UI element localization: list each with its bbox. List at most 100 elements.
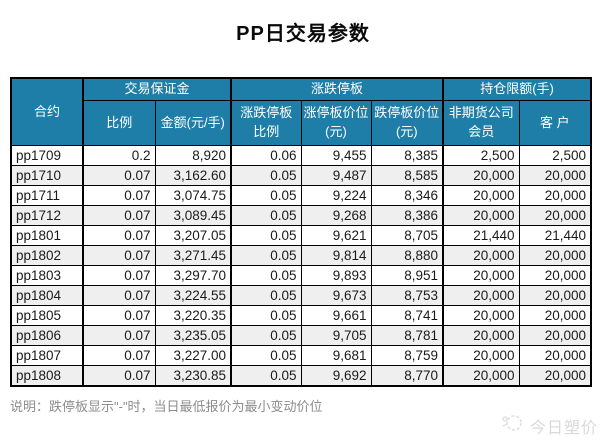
value-cell: 2,500	[518, 145, 592, 166]
table-row: pp1712 0.07 3,089.45 0.05 9,268 8,386 20,000 20…	[10, 205, 592, 226]
watermark: 今日塑价	[501, 413, 598, 438]
table-row: pp1802 0.07 3,271.45 0.05 9,814 8,880 20,000 20…	[10, 245, 592, 266]
value-cell: 8,705	[370, 225, 444, 246]
value-cell: 20,000	[518, 345, 592, 366]
value-cell: 0.05	[230, 245, 302, 266]
value-cell: 3,271.45	[154, 245, 232, 266]
value-cell: 3,074.75	[154, 185, 232, 206]
table-row: pp1805 0.07 3,220.35 0.05 9,661 8,741 20,000 20…	[10, 305, 592, 326]
value-cell: 0.07	[82, 265, 156, 286]
value-cell: 9,893	[300, 265, 372, 286]
value-cell: 8,741	[370, 305, 444, 326]
value-cell: 9,673	[300, 285, 372, 306]
value-cell: 0.07	[82, 205, 156, 226]
value-cell: 0.05	[230, 225, 302, 246]
header-contract: 合约	[10, 77, 84, 146]
value-cell: 0.05	[230, 205, 302, 226]
value-cell: 8,759	[370, 345, 444, 366]
value-cell: 8,585	[370, 165, 444, 186]
header-upper-limit-price: 涨停板价位(元)	[300, 100, 372, 146]
value-cell: 0.07	[82, 245, 156, 266]
value-cell: 8,951	[370, 265, 444, 286]
table-row: pp1806 0.07 3,235.05 0.05 9,705 8,781 20,000 20…	[10, 325, 592, 346]
value-cell: 9,681	[300, 345, 372, 366]
value-cell: 20,000	[442, 305, 520, 326]
value-cell: 20,000	[518, 185, 592, 206]
value-cell: 8,920	[154, 145, 232, 166]
value-cell: 9,661	[300, 305, 372, 326]
value-cell: 20,000	[518, 285, 592, 306]
contract-cell: pp1804	[10, 285, 84, 306]
value-cell: 8,880	[370, 245, 444, 266]
header-group-position-limit: 持仓限额(手)	[442, 77, 592, 101]
header-group-price-limit: 涨跌停板	[230, 77, 444, 101]
table-body: pp1709 0.2 8,920 0.06 9,455 8,385 2,500 2,500 pp…	[10, 145, 592, 387]
contract-cell: pp1710	[10, 165, 84, 186]
value-cell: 3,235.05	[154, 325, 232, 346]
value-cell: 20,000	[442, 365, 520, 387]
contract-cell: pp1801	[10, 225, 84, 246]
value-cell: 20,000	[518, 165, 592, 186]
value-cell: 21,440	[518, 225, 592, 246]
contract-cell: pp1712	[10, 205, 84, 226]
header-group-margin: 交易保证金	[81, 77, 232, 101]
header-limit-ratio: 涨跌停板比例	[230, 100, 302, 146]
value-cell: 20,000	[518, 205, 592, 226]
value-cell: 3,224.55	[154, 285, 232, 306]
value-cell: 0.07	[82, 185, 156, 206]
value-cell: 0.07	[82, 325, 156, 346]
value-cell: 0.07	[82, 285, 156, 306]
contract-cell: pp1807	[10, 345, 84, 366]
value-cell: 3,089.45	[154, 205, 232, 226]
value-cell: 0.07	[82, 305, 156, 326]
value-cell: 20,000	[442, 325, 520, 346]
value-cell: 20,000	[442, 205, 520, 226]
value-cell: 20,000	[442, 345, 520, 366]
value-cell: 9,224	[300, 185, 372, 206]
value-cell: 20,000	[518, 265, 592, 286]
table-row: pp1803 0.07 3,297.70 0.05 9,893 8,951 20,000 20…	[10, 265, 592, 286]
value-cell: 0.05	[230, 305, 302, 326]
value-cell: 0.05	[230, 325, 302, 346]
value-cell: 20,000	[518, 245, 592, 266]
contract-cell: pp1803	[10, 265, 84, 286]
table-row: pp1709 0.2 8,920 0.06 9,455 8,385 2,500 2,500	[10, 145, 592, 166]
footnote: 说明：跌停板显示"-"时，当日最低报价为最小变动价位	[10, 399, 323, 414]
value-cell: 21,440	[442, 225, 520, 246]
value-cell: 3,230.85	[154, 365, 232, 387]
table-header: 合约 交易保证金 涨跌停板 持仓限额(手) 比例 金额(元/手) 涨跌停板比例 …	[10, 77, 592, 146]
contract-cell: pp1709	[10, 145, 84, 166]
header-client: 客 户	[518, 100, 592, 146]
value-cell: 8,770	[370, 365, 444, 387]
value-cell: 9,705	[300, 325, 372, 346]
contract-cell: pp1806	[10, 325, 84, 346]
table-row: pp1711 0.07 3,074.75 0.05 9,224 8,346 20,000 20…	[10, 185, 592, 206]
value-cell: 2,500	[442, 145, 520, 166]
value-cell: 0.07	[82, 365, 156, 387]
value-cell: 0.05	[230, 285, 302, 306]
value-cell: 20,000	[442, 245, 520, 266]
header-nonfutures-member: 非期货公司会员	[442, 100, 520, 146]
value-cell: 9,692	[300, 365, 372, 387]
table-row: pp1804 0.07 3,224.55 0.05 9,673 8,753 20,000 20…	[10, 285, 592, 306]
jinrisujia-logo-icon	[501, 413, 525, 438]
contract-cell: pp1802	[10, 245, 84, 266]
value-cell: 0.05	[230, 185, 302, 206]
value-cell: 20,000	[518, 305, 592, 326]
value-cell: 9,621	[300, 225, 372, 246]
value-cell: 8,781	[370, 325, 444, 346]
value-cell: 8,385	[370, 145, 444, 166]
value-cell: 3,220.35	[154, 305, 232, 326]
value-cell: 0.05	[230, 265, 302, 286]
value-cell: 8,753	[370, 285, 444, 306]
value-cell: 9,487	[300, 165, 372, 186]
value-cell: 0.05	[230, 165, 302, 186]
value-cell: 3,207.05	[154, 225, 232, 246]
value-cell: 3,162.60	[154, 165, 232, 186]
value-cell: 0.06	[230, 145, 302, 166]
table-row: pp1808 0.07 3,230.85 0.05 9,692 8,770 20,000 20…	[10, 365, 592, 387]
value-cell: 20,000	[518, 365, 592, 387]
value-cell: 9,814	[300, 245, 372, 266]
trading-parameters-table: 合约 交易保证金 涨跌停板 持仓限额(手) 比例 金额(元/手) 涨跌停板比例 …	[10, 77, 593, 387]
value-cell: 8,346	[370, 185, 444, 206]
